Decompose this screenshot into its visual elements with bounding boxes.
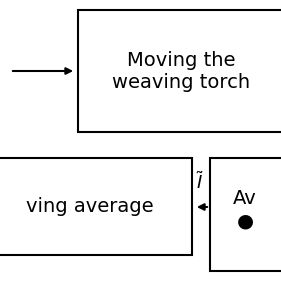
Text: ving average: ving average bbox=[26, 198, 154, 216]
Text: $\tilde{I}$: $\tilde{I}$ bbox=[196, 171, 204, 193]
Bar bbox=[0, 158, 192, 255]
Bar bbox=[210, 158, 281, 271]
Bar bbox=[78, 10, 281, 132]
Text: Av
●: Av ● bbox=[233, 189, 257, 230]
Text: Moving the
weaving torch: Moving the weaving torch bbox=[112, 51, 250, 92]
